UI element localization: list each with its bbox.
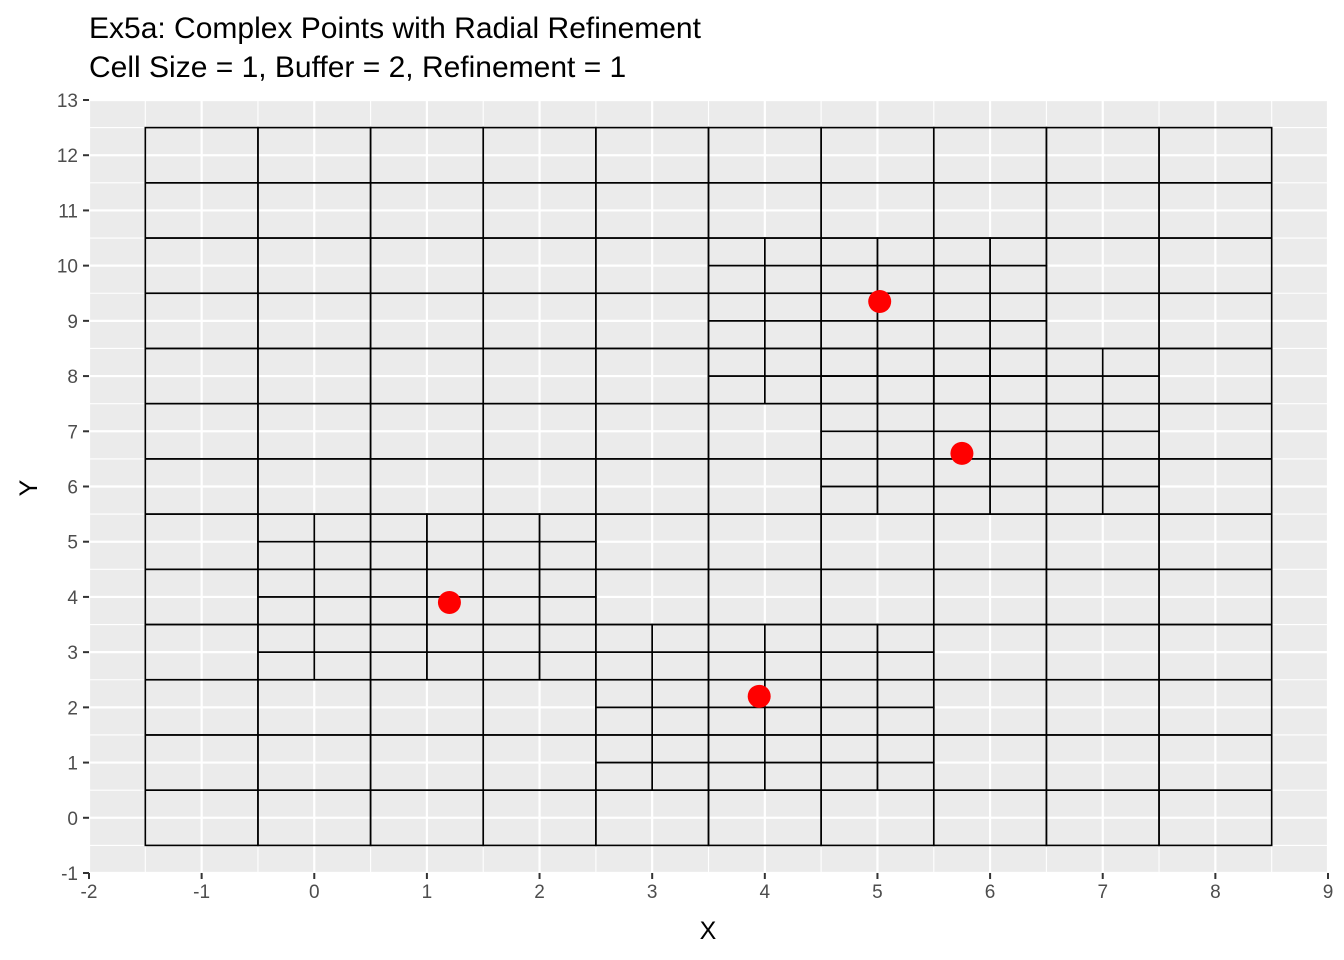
y-tick-label: 11 bbox=[58, 201, 78, 222]
x-tick-label: 7 bbox=[1097, 882, 1108, 903]
y-tick-label: 1 bbox=[67, 754, 78, 775]
x-tick-label: -2 bbox=[81, 882, 98, 903]
chart-title: Ex5a: Complex Points with Radial Refinem… bbox=[89, 12, 701, 45]
x-tick-label: 9 bbox=[1323, 882, 1334, 903]
data-point bbox=[747, 684, 771, 708]
x-tick-label: 8 bbox=[1210, 882, 1221, 903]
y-tick-label: 0 bbox=[67, 809, 78, 830]
data-point bbox=[868, 290, 892, 314]
y-axis-title: Y bbox=[15, 479, 43, 496]
x-axis: -2 -1 0 1 2 3 4 5 6 7 8 9 bbox=[81, 873, 1334, 903]
y-tick-label: 7 bbox=[67, 422, 78, 443]
refined-cell bbox=[538, 513, 597, 543]
y-tick-label: 12 bbox=[57, 146, 78, 167]
y-tick-label: 4 bbox=[67, 588, 78, 609]
chart-subtitle: Cell Size = 1, Buffer = 2, Refinement = … bbox=[89, 51, 627, 84]
mesh-cells bbox=[144, 126, 1273, 847]
mesh-cell bbox=[1158, 126, 1273, 184]
y-tick-label: 2 bbox=[67, 698, 78, 719]
x-tick-label: 3 bbox=[647, 882, 658, 903]
x-tick-label: 0 bbox=[309, 882, 320, 903]
refined-cell bbox=[876, 623, 935, 653]
x-tick-label: 4 bbox=[760, 882, 771, 903]
data-points bbox=[437, 290, 974, 708]
y-tick-label: 9 bbox=[67, 312, 78, 333]
x-tick-label: 5 bbox=[872, 882, 883, 903]
data-point bbox=[950, 441, 974, 465]
y-tick-label: 13 bbox=[57, 91, 78, 112]
x-axis-title: X bbox=[700, 917, 717, 945]
y-tick-label: 6 bbox=[67, 478, 78, 499]
y-tick-label: -1 bbox=[61, 864, 78, 885]
refined-cell bbox=[989, 237, 1048, 267]
y-tick-label: 10 bbox=[57, 257, 78, 278]
data-point bbox=[437, 590, 461, 614]
x-tick-label: 1 bbox=[422, 882, 433, 903]
y-tick-label: 3 bbox=[67, 643, 78, 664]
x-tick-label: 6 bbox=[985, 882, 996, 903]
x-tick-label: 2 bbox=[534, 882, 545, 903]
refined-cell bbox=[1101, 347, 1160, 377]
y-tick-label: 8 bbox=[67, 367, 78, 388]
x-tick-label: -1 bbox=[193, 882, 210, 903]
y-tick-label: 5 bbox=[67, 533, 78, 554]
